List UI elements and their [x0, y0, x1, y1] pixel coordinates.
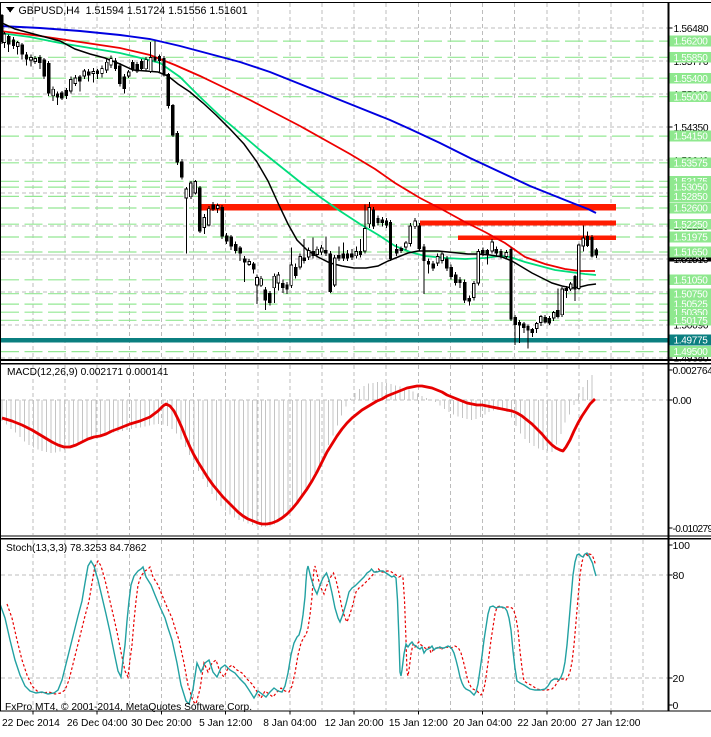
svg-text:1.55400: 1.55400 [674, 74, 709, 85]
svg-text:22 Dec 2014: 22 Dec 2014 [2, 718, 60, 729]
svg-text:MACD(12,26,9) 0.002171 0.00014: MACD(12,26,9) 0.002171 0.000141 [7, 367, 169, 378]
svg-text:1.56480: 1.56480 [674, 24, 709, 35]
svg-text:1.53575: 1.53575 [674, 158, 709, 169]
svg-text:22 Jan 20:00: 22 Jan 20:00 [517, 718, 576, 729]
svg-text:20 Jan 04:00: 20 Jan 04:00 [453, 718, 512, 729]
svg-text:27 Jan 12:00: 27 Jan 12:00 [582, 718, 641, 729]
svg-text:-0.010279: -0.010279 [673, 524, 711, 535]
svg-text:0: 0 [673, 700, 679, 712]
svg-text:1.55000: 1.55000 [674, 92, 709, 103]
svg-text:1.56200: 1.56200 [674, 37, 709, 48]
svg-text:26 Dec 04:00: 26 Dec 04:00 [67, 718, 128, 729]
svg-text:Stoch(13,3,3) 78.3253 84.7862: Stoch(13,3,3) 78.3253 84.7862 [6, 543, 147, 554]
svg-text:1.49775: 1.49775 [674, 336, 709, 347]
svg-text:1.50175: 1.50175 [674, 316, 709, 327]
svg-text:15 Jan 12:00: 15 Jan 12:00 [389, 718, 448, 729]
svg-text:1.52850: 1.52850 [674, 192, 709, 203]
svg-text:1.50750: 1.50750 [674, 289, 709, 300]
svg-text:20: 20 [673, 673, 685, 685]
svg-text:8 Jan 04:00: 8 Jan 04:00 [263, 718, 317, 729]
svg-text:30 Dec 20:00: 30 Dec 20:00 [131, 718, 192, 729]
svg-text:0.00: 0.00 [673, 396, 692, 407]
svg-text:5 Jan 12:00: 5 Jan 12:00 [199, 718, 253, 729]
svg-text:12 Jan 20:00: 12 Jan 20:00 [325, 718, 384, 729]
svg-text:1.52250: 1.52250 [674, 220, 709, 231]
svg-text:0.002764: 0.002764 [673, 366, 711, 377]
svg-text:FxPro MT4, © 2001-2014, MetaQu: FxPro MT4, © 2001-2014, MetaQuotes Softw… [5, 702, 252, 713]
svg-text:1.49500: 1.49500 [674, 347, 709, 358]
svg-text:1.51050: 1.51050 [674, 275, 709, 286]
svg-text:1.55850: 1.55850 [674, 53, 709, 64]
svg-text:1.51975: 1.51975 [674, 233, 709, 244]
svg-text:1.54150: 1.54150 [674, 132, 709, 143]
svg-text:1.51650: 1.51650 [674, 248, 709, 259]
svg-text:80: 80 [673, 570, 685, 582]
svg-text:GBPUSD,H4 1.51594 1.51724 1.5: GBPUSD,H4 1.51594 1.51724 1.51556 1.5160… [19, 5, 248, 17]
svg-text:1.52600: 1.52600 [674, 204, 709, 215]
svg-text:100: 100 [673, 540, 691, 552]
